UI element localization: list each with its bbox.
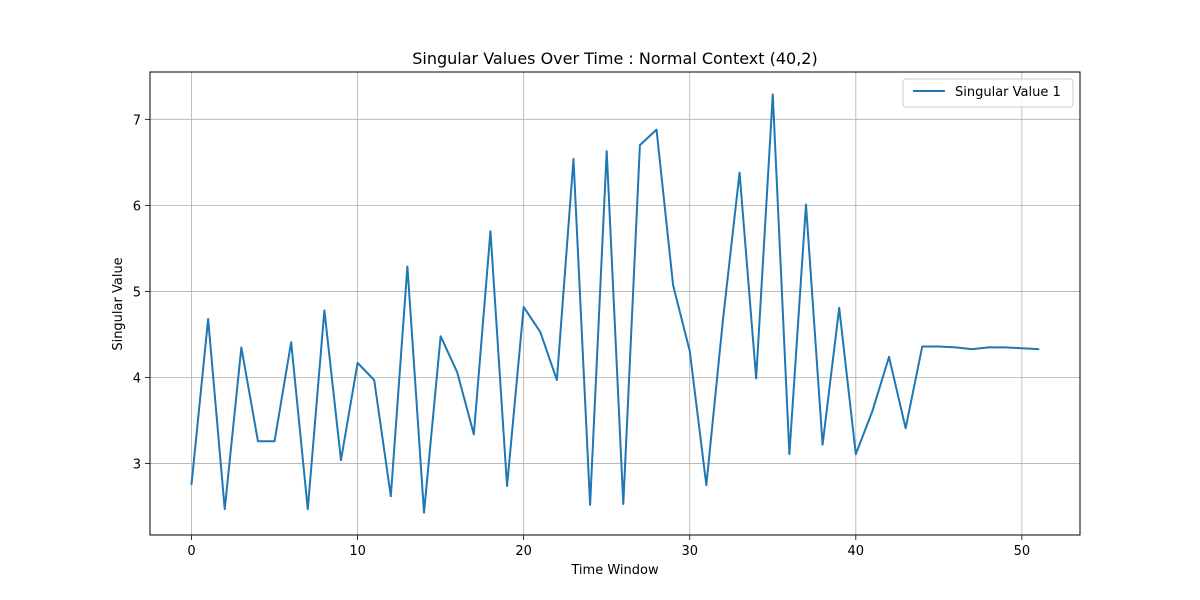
grid-lines (150, 72, 1080, 535)
series-layer (190, 93, 1040, 514)
x-axis-ticks: 0 10 20 30 40 50 (187, 535, 1030, 559)
y-tick-label: 6 (133, 199, 141, 214)
x-tick-label: 10 (349, 544, 366, 559)
x-tick-label: 20 (515, 544, 532, 559)
x-axis-label: Time Window (570, 563, 659, 578)
legend: Singular Value 1 (902, 78, 1074, 108)
y-tick-label: 3 (133, 458, 141, 473)
y-tick-label: 4 (133, 372, 141, 387)
legend-box (902, 78, 1074, 108)
x-tick-label: 50 (1014, 544, 1031, 559)
y-axis-label: Singular Value (111, 257, 126, 350)
series-line (190, 93, 1040, 514)
legend-label: Singular Value 1 (955, 85, 1061, 100)
y-axis-ticks: 3 4 5 6 7 (133, 113, 150, 473)
x-tick-label: 0 (187, 544, 195, 559)
plot-frame (149, 71, 1081, 536)
y-tick-label: 5 (133, 285, 141, 300)
chart-title: Singular Values Over Time : Normal Conte… (412, 49, 817, 68)
x-tick-label: 30 (681, 544, 698, 559)
x-tick-label: 40 (848, 544, 865, 559)
y-tick-label: 7 (133, 113, 141, 128)
